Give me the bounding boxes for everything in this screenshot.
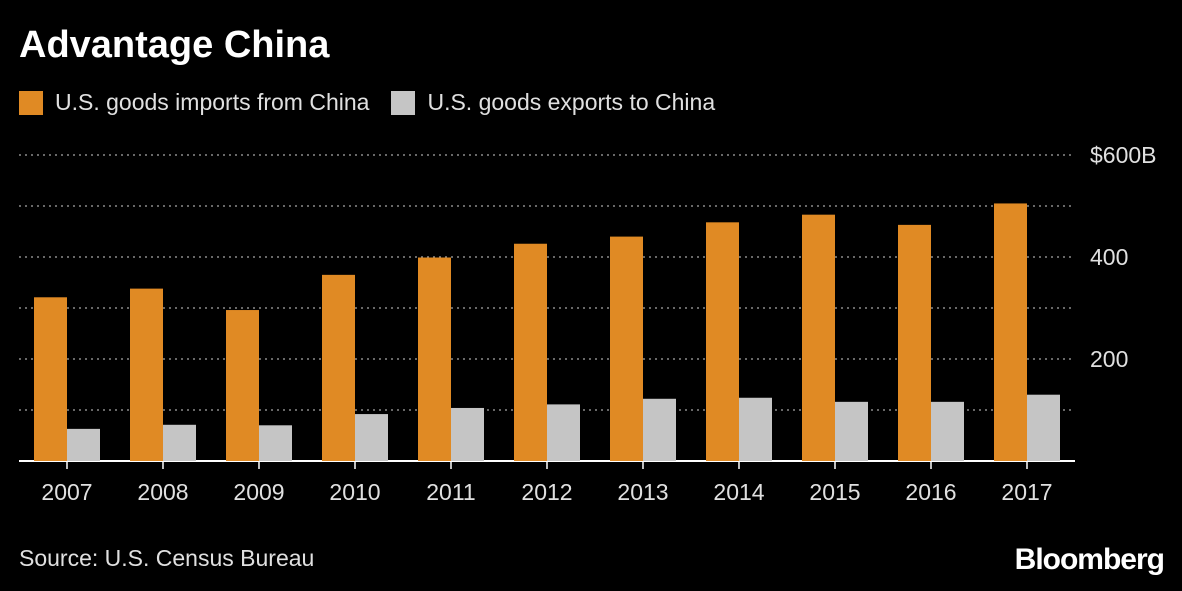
- y-tick-label: $600B: [1090, 142, 1157, 168]
- bar-exports: [739, 397, 772, 461]
- x-tick-label: 2009: [233, 479, 284, 505]
- legend-swatch-exports: [391, 90, 416, 115]
- legend-item-exports: U.S. goods exports to China: [391, 89, 715, 116]
- bar-imports: [610, 236, 643, 461]
- bar-imports: [514, 243, 547, 461]
- bar-imports: [706, 222, 739, 461]
- bar-imports: [322, 274, 355, 461]
- legend-label-exports: U.S. goods exports to China: [427, 89, 716, 115]
- bar-exports: [1027, 394, 1060, 461]
- bar-imports: [226, 310, 259, 461]
- bar-exports: [835, 401, 868, 461]
- bar-exports: [163, 424, 196, 461]
- x-tick-label: 2012: [521, 479, 572, 505]
- legend-label-imports: U.S. goods imports from China: [55, 89, 370, 115]
- bar-imports: [802, 214, 835, 461]
- bar-imports: [898, 224, 931, 461]
- bar-exports: [643, 398, 676, 461]
- x-tick-label: 2008: [137, 479, 188, 505]
- bar-exports: [451, 407, 484, 461]
- y-tick-label: 200: [1090, 346, 1128, 372]
- bar-exports: [547, 404, 580, 461]
- x-tick-label: 2015: [809, 479, 860, 505]
- bar-imports: [418, 257, 451, 461]
- bar-imports: [34, 297, 67, 461]
- bloomberg-logo: Bloomberg: [1014, 543, 1165, 576]
- x-tick-label: 2016: [905, 479, 956, 505]
- x-tick-label: 2017: [1001, 479, 1052, 505]
- x-tick-label: 2010: [329, 479, 380, 505]
- legend: U.S. goods imports from China U.S. goods…: [19, 89, 737, 116]
- bar-exports: [931, 401, 964, 461]
- x-tick-label: 2013: [617, 479, 668, 505]
- chart-title: Advantage China: [19, 24, 330, 66]
- legend-swatch-imports: [19, 90, 43, 115]
- x-tick-label: 2014: [713, 479, 764, 505]
- bar-imports: [130, 288, 163, 461]
- bar-exports: [259, 425, 292, 461]
- bar-exports: [355, 414, 388, 461]
- x-tick-label: 2011: [426, 479, 475, 505]
- x-tick-label: 2007: [41, 479, 92, 505]
- bar-exports: [67, 428, 100, 461]
- y-tick-label: 400: [1090, 244, 1128, 270]
- legend-item-imports: U.S. goods imports from China: [19, 89, 369, 116]
- source-note: Source: U.S. Census Bureau: [19, 545, 315, 571]
- bar-imports: [994, 203, 1027, 461]
